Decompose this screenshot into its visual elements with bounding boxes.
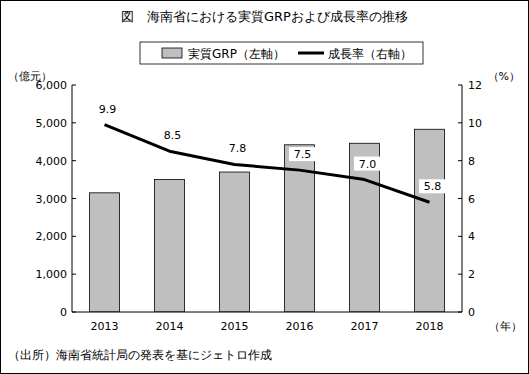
y2-tick	[458, 85, 462, 86]
data-label-bg	[289, 147, 316, 161]
y2-tick-label: 2	[468, 268, 475, 281]
y-tick	[72, 236, 76, 237]
data-label: 8.5	[164, 129, 182, 142]
data-label-bg	[159, 128, 186, 142]
source-note: （出所）海南省統計局の発表を基にジェトロ作成	[8, 348, 272, 362]
y2-tick-label: 6	[468, 193, 475, 206]
data-label-bg	[224, 141, 251, 155]
x-axis-line	[72, 312, 462, 313]
data-label: 7.5	[294, 148, 312, 161]
data-label-bg	[419, 179, 446, 193]
y2-tick	[458, 312, 462, 313]
y-tick-label: 6,000	[36, 79, 68, 92]
y2-tick-label: 4	[468, 230, 475, 243]
data-labels: 9.9 8.5 7.8 7.5 7.0 5.8	[94, 102, 446, 194]
y-tick-label: 1,000	[36, 268, 68, 281]
y2-axis-label: （%）	[488, 70, 520, 83]
bar	[90, 193, 120, 312]
y-tick	[72, 274, 76, 275]
x-axis-label: （年）	[489, 320, 522, 333]
y2-tick-label: 8	[468, 155, 475, 168]
data-label: 7.8	[229, 142, 247, 155]
y2-tick	[458, 274, 462, 275]
y-tick-label: 2,000	[36, 230, 68, 243]
legend-swatch	[162, 48, 182, 58]
legend-label: 成長率（右軸）	[328, 47, 412, 61]
data-label: 5.8	[424, 180, 442, 193]
page: {"chart_data": { "type": "bar", "title":…	[0, 0, 529, 374]
y-tick	[72, 85, 76, 86]
data-label-bg	[354, 157, 381, 171]
x-tick-label: 2016	[286, 320, 314, 333]
x-tick-label: 2017	[351, 320, 379, 333]
x-tick-label: 2018	[416, 320, 444, 333]
figure-frame	[1, 1, 529, 374]
y-tick-label: 3,000	[36, 193, 68, 206]
data-label-bg	[94, 102, 121, 116]
x-tick-label: 2015	[221, 320, 249, 333]
y2-tick	[458, 236, 462, 237]
bar	[220, 172, 250, 312]
x-tick-label: 2014	[156, 320, 184, 333]
legend-swatch	[298, 52, 324, 55]
legend-frame	[140, 42, 423, 64]
y2-tick-label: 0	[468, 306, 475, 319]
y-tick-label: 0	[60, 306, 67, 319]
bar	[415, 129, 445, 312]
y2-tick	[458, 122, 462, 123]
y2-tick	[458, 198, 462, 199]
y-tick	[72, 198, 76, 199]
y-tick-label: 4,000	[36, 155, 68, 168]
y-tick	[72, 122, 76, 123]
x-tick-label: 2013	[91, 320, 119, 333]
y2-tick-label: 10	[468, 117, 482, 130]
legend-label: 実質GRP（左軸）	[188, 47, 285, 61]
bar	[155, 180, 185, 312]
y-tick	[72, 160, 76, 161]
data-label: 7.0	[359, 158, 377, 171]
data-label: 9.9	[99, 103, 117, 116]
line	[105, 125, 430, 203]
title: 図 海南省における実質GRPおよび成長率の推移	[121, 9, 408, 24]
chart: 図 海南省における実質GRPおよび成長率の推移（億元）（%）9.98.57.87…	[0, 0, 529, 374]
y-tick-label: 5,000	[36, 117, 68, 130]
plot-area	[90, 125, 445, 312]
y2-tick	[458, 160, 462, 161]
y-tick	[72, 312, 76, 313]
legend: 実質GRP（左軸） 成長率（右軸）	[140, 42, 423, 64]
y2-tick-label: 12	[468, 79, 482, 92]
